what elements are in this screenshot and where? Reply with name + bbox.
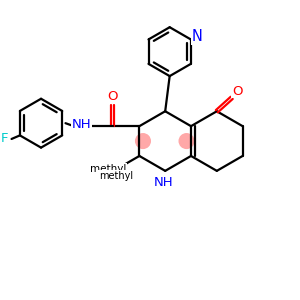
Text: F: F <box>1 133 8 146</box>
Text: NH: NH <box>154 176 173 189</box>
Text: NH: NH <box>71 118 91 130</box>
Text: O: O <box>232 85 242 98</box>
Text: methyl: methyl <box>99 171 133 181</box>
Text: methyl: methyl <box>90 164 126 174</box>
Text: O: O <box>107 91 118 103</box>
Circle shape <box>178 133 195 149</box>
Text: N: N <box>192 29 203 44</box>
Circle shape <box>135 133 151 149</box>
